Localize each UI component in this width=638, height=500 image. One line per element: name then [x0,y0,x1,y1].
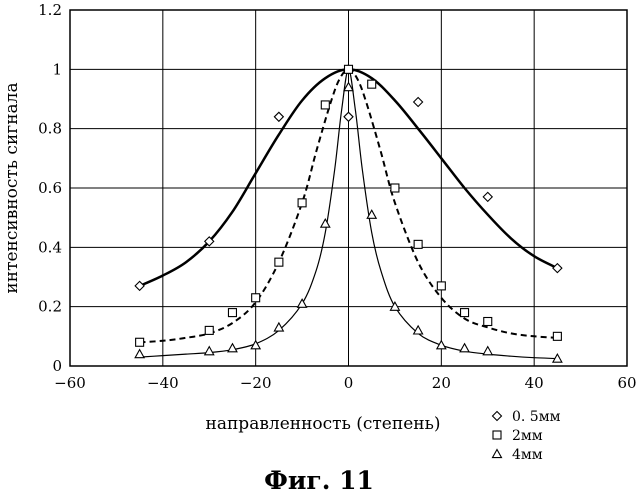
data-point-square [228,309,236,317]
y-tick-label: 0 [52,357,62,375]
data-point-square [252,294,260,302]
legend-marker-diamond [493,412,502,421]
data-point-square [553,332,561,340]
data-point-triangle [437,341,446,349]
y-tick-label: 1 [52,60,62,78]
data-point-diamond [135,281,144,290]
y-tick-label: 0.6 [38,179,62,197]
x-tick-label: 60 [617,374,636,392]
data-point-square [391,184,399,192]
data-point-diamond [553,264,562,273]
data-point-square [321,101,329,109]
data-point-square [275,258,283,266]
data-point-triangle [135,350,144,358]
data-point-triangle [298,299,307,307]
x-tick-label: −20 [240,374,272,392]
legend-marker-square [493,431,501,439]
data-point-square [461,309,469,317]
y-tick-label: 0.8 [38,120,62,138]
legend: 0. 5мм 2мм 4мм [493,409,561,463]
legend-label: 2мм [512,428,543,444]
data-point-triangle [205,347,214,355]
data-point-triangle [460,344,469,352]
legend-label: 0. 5мм [512,409,561,425]
data-point-square [205,326,213,334]
x-tick-labels: −60 −40 −20 0 20 40 60 [54,374,636,392]
data-point-triangle [228,344,237,352]
x-axis-label: направленность (степень) [206,414,441,434]
x-tick-label: −40 [147,374,179,392]
data-point-square [414,240,422,248]
data-point-square [437,282,445,290]
x-tick-label: 0 [344,374,354,392]
data-point-diamond [274,112,283,121]
data-point-square [345,65,353,73]
data-point-diamond [483,192,492,201]
figure-caption: Фиг. 11 [0,466,638,495]
x-tick-label: −60 [54,374,86,392]
y-tick-labels: 0 0.2 0.4 0.6 0.8 1 1.2 [38,1,62,375]
x-tick-label: 20 [432,374,451,392]
data-point-square [298,199,306,207]
data-point-square [368,80,376,88]
y-tick-label: 0.4 [38,238,62,256]
y-axis-label: интенсивность сигнала [2,82,22,293]
data-point-triangle [483,347,492,355]
grid [70,10,627,366]
x-tick-label: 40 [525,374,544,392]
y-tick-label: 0.2 [38,298,62,316]
data-point-square [484,318,492,326]
data-point-diamond [344,112,353,121]
legend-marker-triangle [493,450,502,458]
data-point-square [136,338,144,346]
y-tick-label: 1.2 [38,1,62,19]
data-point-diamond [414,97,423,106]
data-point-triangle [321,219,330,227]
legend-label: 4мм [512,447,543,463]
